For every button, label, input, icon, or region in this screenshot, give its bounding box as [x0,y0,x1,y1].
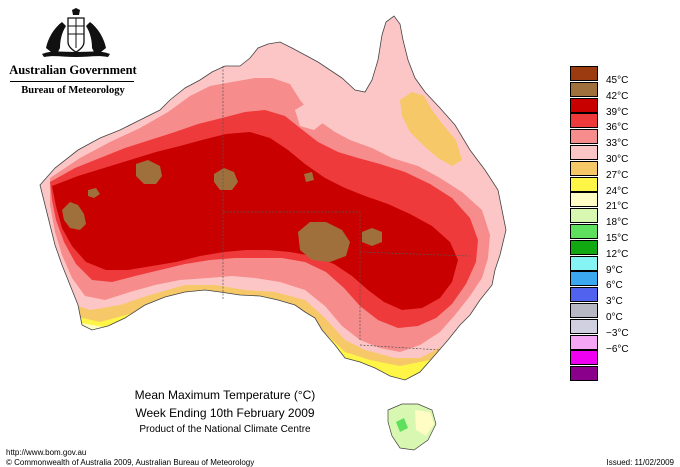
legend-swatch [570,66,598,81]
map-zone-42c [88,188,100,198]
legend-swatch [570,208,598,224]
legend-row: 12°C [570,239,670,259]
coat-of-arms-icon [42,8,110,57]
map-zone-27c [400,92,462,166]
legend-label: 30°C [606,154,629,165]
legend-swatch [570,160,598,176]
legend-label: 0°C [606,312,623,323]
bureau-name: Bureau of Meteorology [21,85,125,96]
legend-label: 12°C [606,248,629,260]
legend-label: 9°C [606,264,623,276]
legend-swatch [570,81,598,97]
legend-row: 36°C [570,113,670,133]
legend-label: 15°C [606,233,629,244]
legend-row: 24°C [570,176,670,196]
map-title: Mean Maximum Temperature (°C) [134,388,316,402]
legend-label: 33°C [606,138,629,150]
legend-row: 3°C [570,287,670,307]
legend-row: 39°C [570,97,670,117]
legend-label: 45°C [606,75,629,86]
legend-label: 24°C [606,185,629,197]
legend-row: 15°C [570,224,670,244]
map-zone-42c [298,222,350,262]
legend-swatch [570,287,598,303]
legend-label: 42°C [606,90,629,102]
bom-url: http://www.bom.gov.au [6,448,87,457]
legend-row: 30°C [570,145,670,165]
legend-swatch [570,303,598,318]
map-zone-42c [214,168,238,190]
map-period: Week Ending 10th February 2009 [135,406,315,420]
legend-swatch [570,271,598,287]
legend-label: 27°C [606,169,629,181]
map-zone-42c [362,228,382,246]
legend-swatch [570,113,598,129]
legend-swatch [570,239,598,255]
legend-swatch [570,350,598,366]
legend-row: 21°C [570,192,670,212]
legend-label: 39°C [606,106,629,118]
legend-row: 0°C [570,303,670,323]
legend-row: 33°C [570,129,670,149]
legend-row [570,366,670,382]
tasmania [387,403,437,451]
legend-label: 36°C [606,122,629,134]
legend-label: 6°C [606,280,623,292]
copyright: © Commonwealth of Australia 2009, Austra… [6,458,255,467]
map-zone-42c [62,202,86,230]
legend-row: 27°C [570,160,670,180]
legend-label: 21°C [606,201,629,213]
legend-swatch [570,366,598,382]
legend-row: 18°C [570,208,670,228]
legend-row: −3°C [570,318,670,338]
legend-swatch [570,192,598,208]
government-name: Australian Government [9,63,137,77]
issued-date: Issued: 11/02/2009 [606,458,674,467]
map-zone-30c [295,102,324,130]
legend-swatch [570,334,598,350]
logo-divider [10,81,134,82]
legend-label: 18°C [606,217,629,229]
legend-row: 42°C [570,81,670,101]
legend-swatch [570,145,598,160]
map-product: Product of the National Climate Centre [139,424,311,435]
legend-row: −6°C [570,334,670,354]
legend-row [570,350,670,366]
legend-swatch [570,176,598,192]
legend-label: −6°C [606,343,629,355]
legend-row: 6°C [570,271,670,291]
legend-swatch [570,318,598,334]
legend-row: 45°C [570,66,670,86]
state-borders [222,66,471,351]
legend-label: 3°C [606,296,623,308]
legend-swatch [570,129,598,145]
legend-swatch [570,97,598,113]
map-zone-42c [136,160,162,184]
map-zone-42c [304,172,314,182]
legend-label: −3°C [606,327,629,339]
legend-swatch [570,255,598,271]
legend-row: 9°C [570,255,670,275]
legend-swatch [570,224,598,239]
